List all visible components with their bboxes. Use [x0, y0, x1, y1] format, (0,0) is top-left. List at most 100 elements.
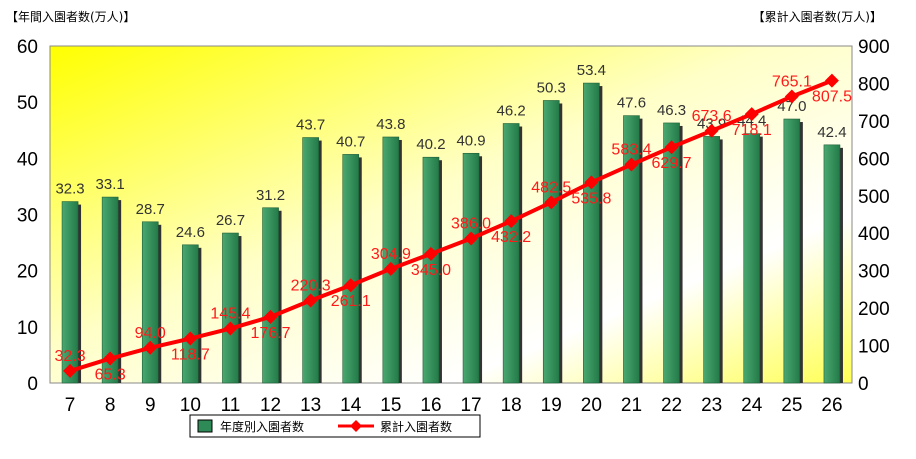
x-tick-label: 15: [380, 395, 401, 416]
bar: [783, 118, 801, 384]
line-marker: [343, 278, 358, 293]
bar-value-label: 43.8: [376, 116, 405, 133]
bar: [302, 137, 319, 384]
line-value-label: 145.4: [210, 306, 250, 323]
bar-value-label: 47.6: [617, 95, 646, 112]
bar-value-label: 24.6: [176, 224, 205, 241]
right-tick-label: 800: [858, 74, 890, 95]
x-tick-label: 23: [701, 395, 722, 416]
bar: [342, 154, 360, 384]
bar-value-label: 40.7: [336, 133, 365, 150]
right-tick-label: 900: [858, 37, 890, 58]
line-value-label: 807.5: [812, 89, 852, 106]
line-marker: [584, 175, 599, 190]
bar: [222, 232, 239, 384]
x-tick-label: 25: [781, 395, 802, 416]
line-value-label: 345.0: [411, 262, 451, 279]
bar-value-label: 40.9: [456, 132, 485, 149]
left-tick-label: 60: [17, 37, 38, 58]
x-tick-label: 7: [65, 395, 76, 416]
left-tick-label: 40: [17, 149, 38, 170]
bar: [542, 100, 560, 384]
line-value-label: 32.3: [54, 348, 85, 365]
bar: [502, 123, 520, 384]
line-value-label: 65.3: [95, 367, 126, 384]
bar-value-label: 53.4: [577, 62, 606, 79]
line-marker: [223, 321, 238, 336]
x-tick-label: 24: [741, 395, 763, 416]
bar: [823, 144, 841, 384]
line-value-label: 482.5: [531, 179, 571, 196]
line-marker: [103, 351, 118, 366]
line-value-label: 629.7: [652, 155, 692, 172]
x-tick-label: 26: [821, 395, 842, 416]
right-axis-title: 【累計入園者数(万人)】: [752, 10, 882, 24]
bar: [462, 152, 480, 384]
legend-line-label: 累計入園者数: [380, 419, 452, 434]
left-tick-label: 0: [27, 374, 38, 395]
legend-bar-swatch: [197, 419, 213, 433]
line-value-label: 176.7: [251, 325, 291, 342]
x-tick-label: 9: [145, 395, 156, 416]
bar-value-label: 28.7: [136, 201, 165, 218]
bar-value-label: 42.4: [817, 124, 846, 141]
line-marker: [744, 107, 759, 122]
bar-value-label: 50.3: [537, 79, 566, 96]
bar: [583, 82, 600, 384]
right-tick-label: 200: [858, 299, 890, 320]
left-axis-title: 【年間入園者数(万人)】: [6, 10, 136, 24]
line-value-label: 94.0: [135, 325, 166, 342]
x-tick-label: 10: [180, 395, 201, 416]
cumulative-line: [69, 78, 833, 373]
legend-line-marker: [350, 420, 362, 432]
bar-value-label: 40.2: [416, 136, 445, 153]
line-value-label: 765.1: [772, 74, 812, 91]
line-marker: [423, 246, 438, 261]
line-value-label: 583.4: [611, 142, 651, 159]
bar: [743, 133, 761, 384]
x-tick-label: 20: [581, 395, 602, 416]
line-marker: [303, 293, 318, 308]
x-tick-label: 22: [661, 395, 682, 416]
legend-box: [189, 414, 481, 438]
left-tick-label: 20: [17, 262, 38, 283]
right-tick-label: 300: [858, 262, 890, 283]
bar: [61, 201, 79, 384]
line-marker: [383, 261, 398, 276]
line-marker: [263, 309, 278, 324]
line-marker: [504, 214, 519, 229]
line-marker: [544, 195, 559, 210]
bar-value-label: 47.0: [777, 98, 806, 115]
right-tick-label: 500: [858, 187, 890, 208]
right-tick-label: 100: [858, 337, 890, 358]
bar-value-label: 46.2: [497, 103, 526, 120]
bar: [382, 136, 400, 384]
x-tick-label: 11: [221, 395, 241, 416]
bar-value-label: 33.1: [96, 176, 125, 193]
bar: [623, 115, 640, 384]
bar: [422, 156, 440, 384]
x-tick-label: 16: [420, 395, 441, 416]
x-tick-label: 19: [541, 395, 562, 416]
x-tick-label: 12: [260, 395, 281, 416]
bar: [101, 196, 119, 384]
line-value-label: 673.6: [692, 108, 732, 125]
line-marker: [143, 340, 158, 355]
line-marker: [183, 331, 198, 346]
right-tick-label: 400: [858, 224, 890, 245]
line-marker: [664, 140, 679, 155]
left-tick-label: 30: [17, 206, 38, 227]
bar: [663, 122, 680, 384]
line-value-label: 261.1: [331, 293, 371, 310]
bar: [182, 244, 199, 384]
line-marker: [784, 89, 799, 104]
left-tick-label: 10: [17, 318, 38, 339]
right-tick-label: 0: [858, 374, 869, 395]
line-value-label: 386.0: [451, 215, 491, 232]
line-value-label: 220.3: [291, 278, 331, 295]
legend: 年度別入園者数 累計入園者数: [189, 414, 481, 438]
x-tick-label: 21: [621, 395, 642, 416]
bar-value-label: 32.3: [55, 181, 84, 198]
bar-value-label: 43.7: [296, 117, 325, 134]
line-marker: [624, 157, 639, 172]
